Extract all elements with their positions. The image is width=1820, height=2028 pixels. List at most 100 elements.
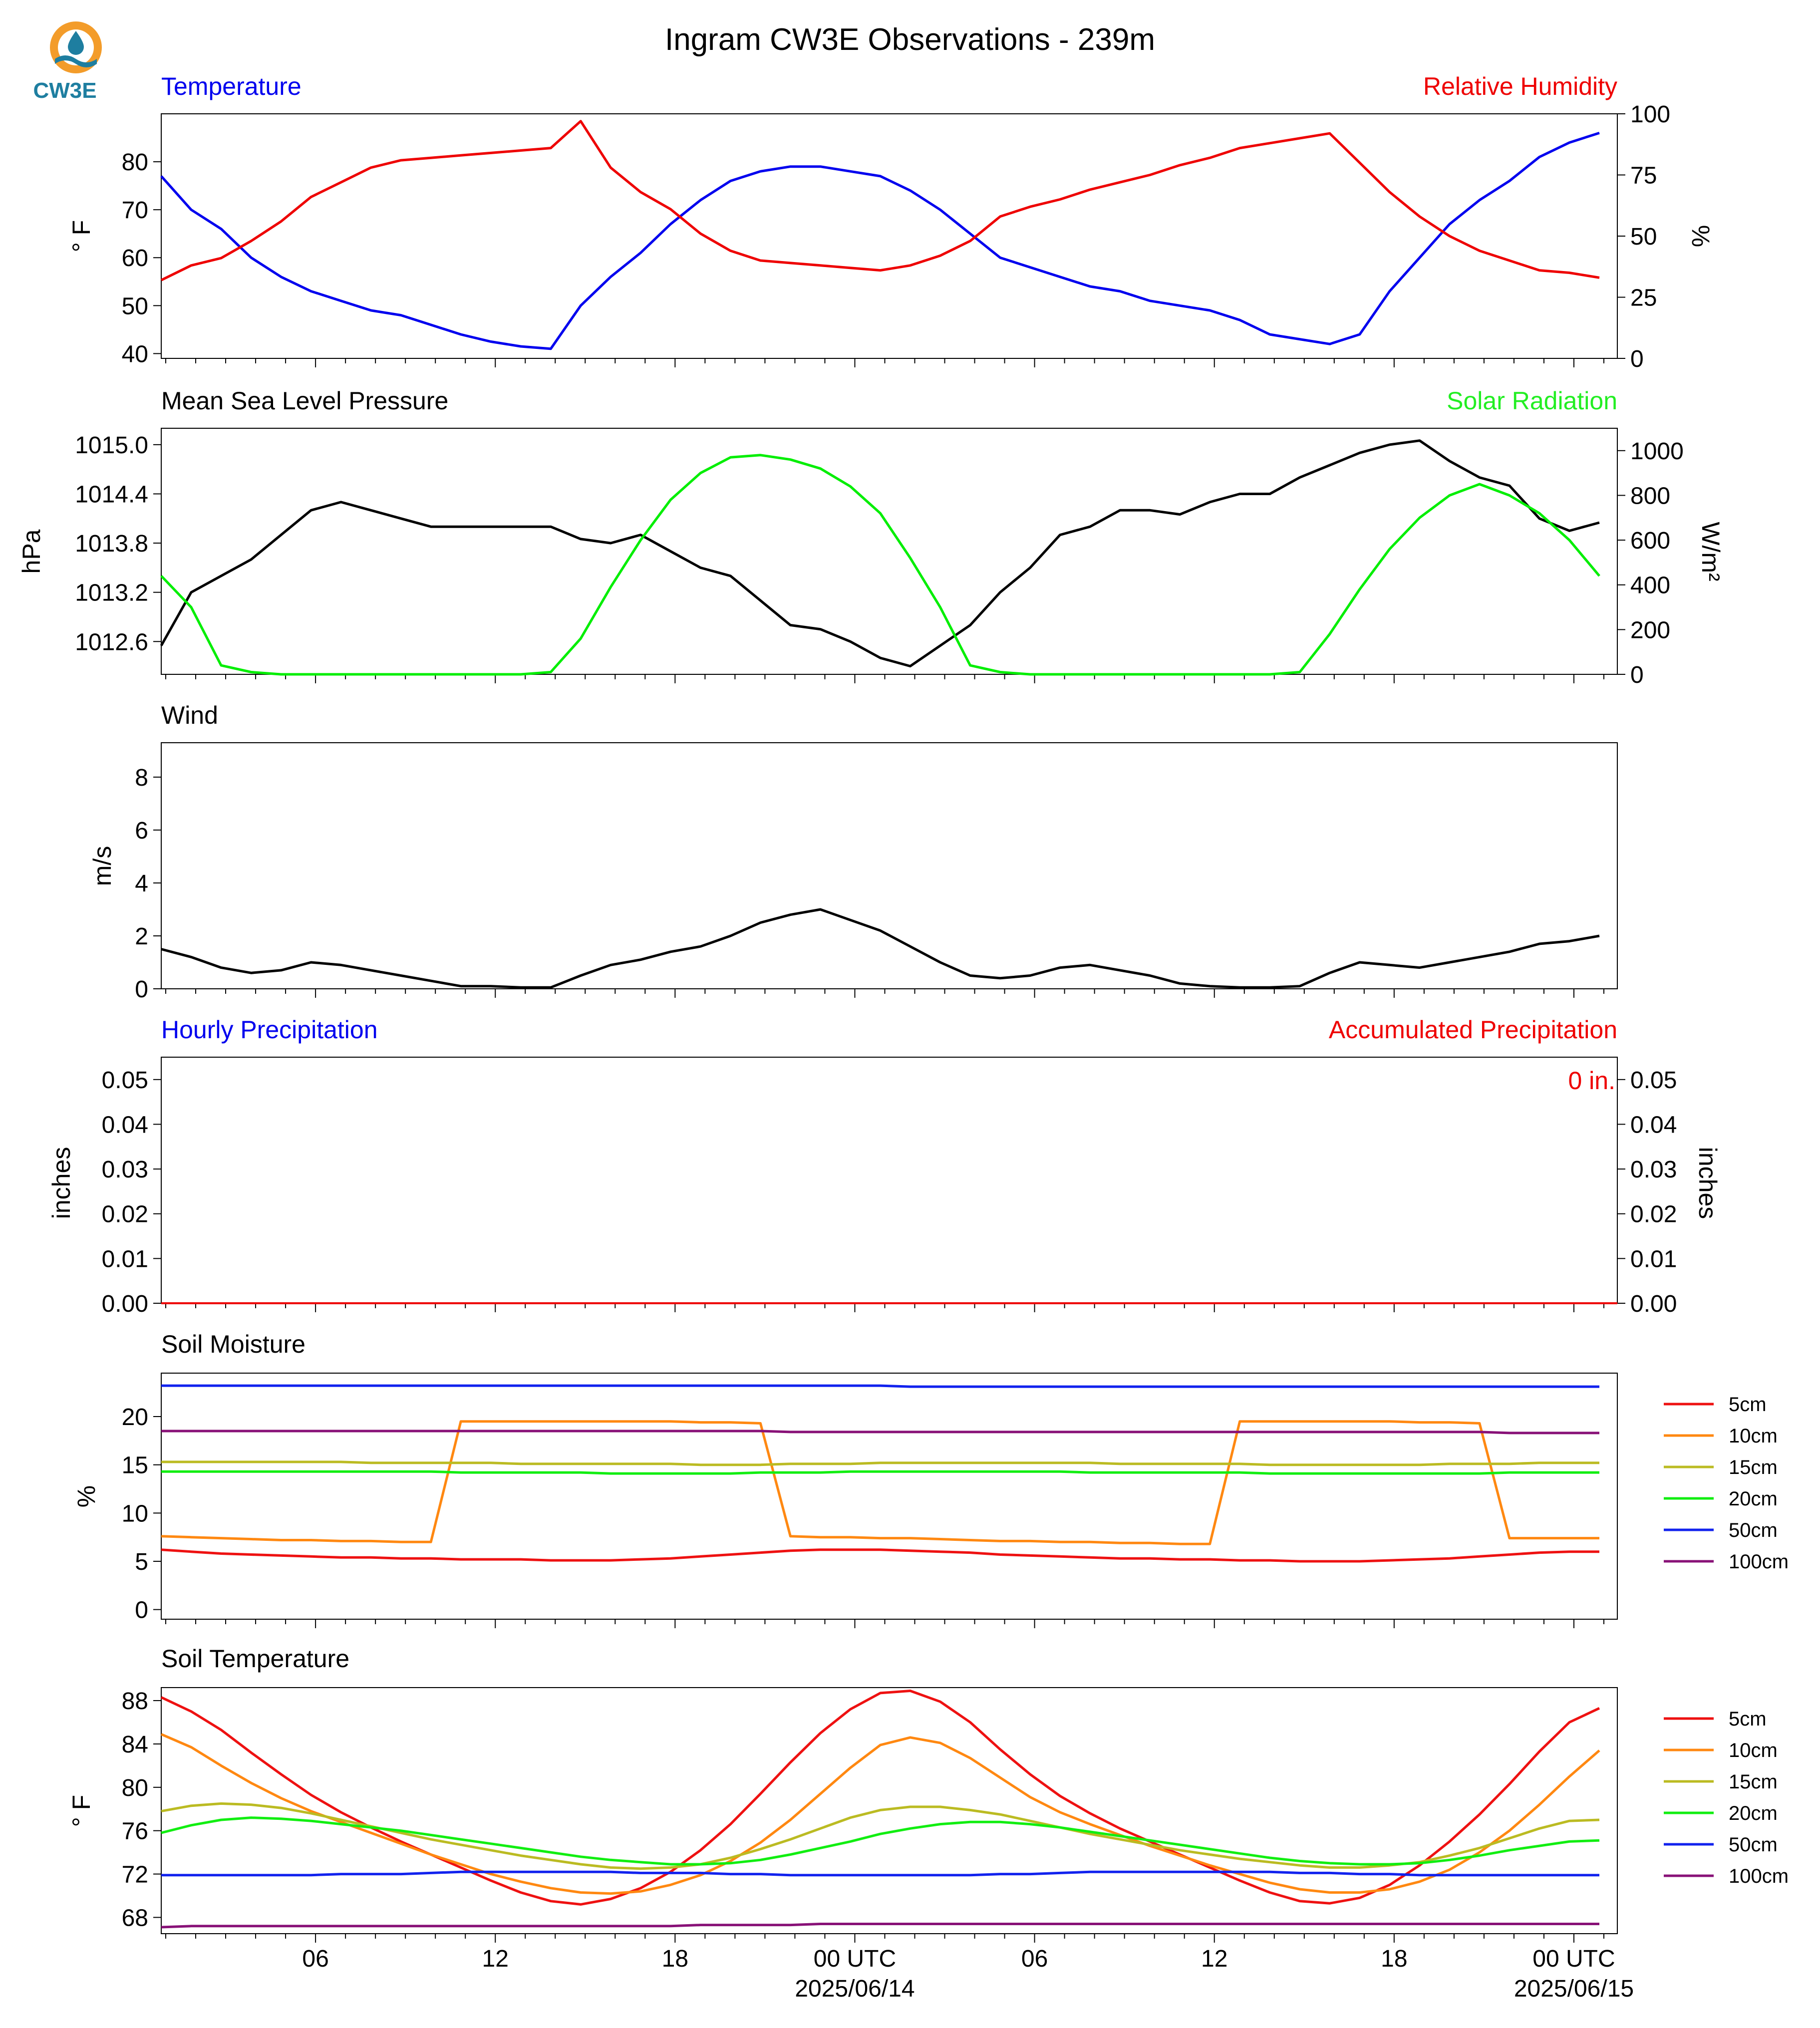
series-line-15cm bbox=[161, 1802, 1600, 1870]
soil-temperature-y-ticks: 68 72 76 80 84 88 bbox=[122, 1688, 161, 1931]
soil-moisture-y-axis-label: % bbox=[72, 1485, 100, 1507]
y-tick-label: 800 bbox=[1630, 483, 1670, 509]
time-tick-label: 12 bbox=[1201, 1946, 1227, 1972]
series-line-100cm bbox=[161, 1923, 1599, 1929]
series-line-relative-humidity bbox=[160, 120, 1600, 282]
y-tick-label: 80 bbox=[122, 149, 148, 176]
y-tick-label: 10 bbox=[122, 1500, 148, 1527]
legend-label: 100cm bbox=[1729, 1551, 1789, 1573]
temperature-title: Temperature bbox=[161, 72, 302, 100]
y-tick-label: 20 bbox=[122, 1404, 148, 1431]
y-tick-label: 75 bbox=[1630, 163, 1657, 189]
date-label: 2025/06/14 bbox=[795, 1976, 914, 2002]
y-tick-label: 88 bbox=[122, 1688, 148, 1715]
series-line-20cm bbox=[161, 1470, 1599, 1475]
soil-temperature-series bbox=[160, 1690, 1600, 1929]
y-tick-label: 100 bbox=[1630, 101, 1670, 128]
temp-y-ticks: 40 50 60 70 80 bbox=[122, 149, 161, 367]
wind-series bbox=[161, 908, 1600, 989]
y-tick-label: 72 bbox=[122, 1862, 148, 1888]
precip-x-ticks bbox=[165, 1303, 1604, 1312]
legend-label: 50cm bbox=[1729, 1519, 1778, 1541]
time-tick-label: 00 UTC bbox=[814, 1946, 896, 1972]
time-tick-label: 18 bbox=[662, 1946, 688, 1972]
time-tick-label: 12 bbox=[482, 1946, 509, 1972]
series-line-5cm bbox=[161, 1548, 1599, 1563]
y-tick-label: 0.05 bbox=[102, 1067, 148, 1094]
y-tick-label: 0 bbox=[135, 976, 148, 1003]
y-tick-label: 0 bbox=[1630, 346, 1644, 372]
series-line-100cm bbox=[161, 1430, 1599, 1435]
soil-temperature-x-ticks bbox=[165, 1934, 1604, 1943]
y-tick-label: 1014.4 bbox=[75, 481, 148, 508]
y-tick-label: 5 bbox=[135, 1549, 148, 1575]
legend-label: 10cm bbox=[1729, 1739, 1778, 1761]
y-tick-label: 1013.2 bbox=[75, 580, 148, 606]
accum-precip-y-axis-label: inches bbox=[1694, 1147, 1722, 1219]
y-tick-label: 0.04 bbox=[1630, 1112, 1677, 1138]
series-line-10cm bbox=[161, 1420, 1599, 1545]
y-tick-label: 1000 bbox=[1630, 438, 1684, 465]
wind-y-axis-label: m/s bbox=[88, 846, 116, 886]
y-tick-label: 0.01 bbox=[102, 1246, 148, 1272]
cw3e-logo-text: CW3E bbox=[33, 78, 96, 103]
pressure-solar-series bbox=[160, 439, 1600, 676]
hourly-precip-y-axis-label: inches bbox=[47, 1147, 75, 1219]
accum-precip-y-ticks: 0.00 0.01 0.02 0.03 0.04 0.05 bbox=[1617, 1067, 1677, 1317]
legend-label: 15cm bbox=[1729, 1771, 1778, 1793]
y-tick-label: 0.05 bbox=[1630, 1067, 1677, 1094]
pressure-solar-x-ticks bbox=[165, 674, 1604, 683]
legend-label: 50cm bbox=[1729, 1834, 1778, 1856]
panel-pressure-solar: Mean Sea Level Pressure Solar Radiation … bbox=[17, 387, 1725, 688]
y-tick-label: 0.01 bbox=[1630, 1246, 1677, 1272]
y-tick-label: 0.00 bbox=[1630, 1291, 1677, 1317]
soil-temperature-y-axis-label: ° F bbox=[67, 1795, 95, 1827]
soil-moisture-legend: 5cm 10cm 15cm 20cm 50cm 100cm bbox=[1664, 1394, 1789, 1573]
series-line-temperature bbox=[160, 132, 1600, 350]
soil-temperature-plot-frame bbox=[161, 1687, 1618, 1934]
y-tick-label: 1012.6 bbox=[75, 629, 148, 655]
pressure-y-ticks: 1012.6 1013.2 1013.8 1014.4 1015.0 bbox=[75, 432, 161, 655]
temp-rh-series bbox=[160, 120, 1600, 350]
rh-y-ticks: 0 25 50 75 100 bbox=[1617, 101, 1670, 372]
precip-plot-frame bbox=[161, 1057, 1618, 1304]
relative-humidity-title: Relative Humidity bbox=[1423, 72, 1617, 100]
pressure-title: Mean Sea Level Pressure bbox=[161, 387, 448, 415]
y-tick-label: 15 bbox=[122, 1452, 148, 1479]
panel-wind: Wind m/s 0 2 4 6 8 bbox=[88, 701, 1618, 1003]
soil-moisture-title: Soil Moisture bbox=[161, 1330, 305, 1358]
y-tick-label: 600 bbox=[1630, 528, 1670, 554]
series-line-15cm bbox=[161, 1460, 1599, 1466]
time-tick-label: 18 bbox=[1381, 1946, 1407, 1972]
legend-label: 10cm bbox=[1729, 1425, 1778, 1447]
y-tick-label: 0.03 bbox=[102, 1157, 148, 1183]
legend-label: 100cm bbox=[1729, 1865, 1789, 1887]
time-tick-label: 00 UTC bbox=[1532, 1946, 1615, 1972]
y-tick-label: 76 bbox=[122, 1818, 148, 1845]
wind-y-ticks: 0 2 4 6 8 bbox=[135, 765, 161, 1003]
soil-moisture-x-ticks bbox=[165, 1619, 1604, 1628]
series-line-50cm bbox=[161, 1870, 1599, 1877]
date-label: 2025/06/15 bbox=[1514, 1976, 1634, 2002]
legend-label: 20cm bbox=[1729, 1802, 1778, 1824]
y-tick-label: 2 bbox=[135, 923, 148, 950]
y-tick-label: 84 bbox=[122, 1732, 148, 1758]
soil-temperature-title: Soil Temperature bbox=[161, 1645, 349, 1673]
legend-label: 20cm bbox=[1729, 1488, 1778, 1510]
y-tick-label: 80 bbox=[122, 1775, 148, 1801]
hourly-precip-y-ticks: 0.00 0.01 0.02 0.03 0.04 0.05 bbox=[102, 1067, 161, 1317]
wind-x-ticks bbox=[165, 989, 1604, 998]
soil-moisture-plot-frame bbox=[161, 1373, 1618, 1620]
y-tick-label: 400 bbox=[1630, 573, 1670, 599]
y-tick-label: 0 bbox=[1630, 662, 1644, 688]
temp-y-axis-label: ° F bbox=[67, 220, 95, 252]
legend-label: 5cm bbox=[1729, 1394, 1767, 1416]
y-tick-label: 1013.8 bbox=[75, 531, 148, 557]
series-line-wind-speed bbox=[161, 908, 1600, 989]
y-tick-label: 0.03 bbox=[1630, 1157, 1677, 1183]
y-tick-label: 50 bbox=[122, 293, 148, 319]
temp-rh-plot-frame bbox=[161, 113, 1618, 359]
legend-label: 5cm bbox=[1729, 1708, 1767, 1730]
wind-plot-frame bbox=[161, 742, 1618, 989]
